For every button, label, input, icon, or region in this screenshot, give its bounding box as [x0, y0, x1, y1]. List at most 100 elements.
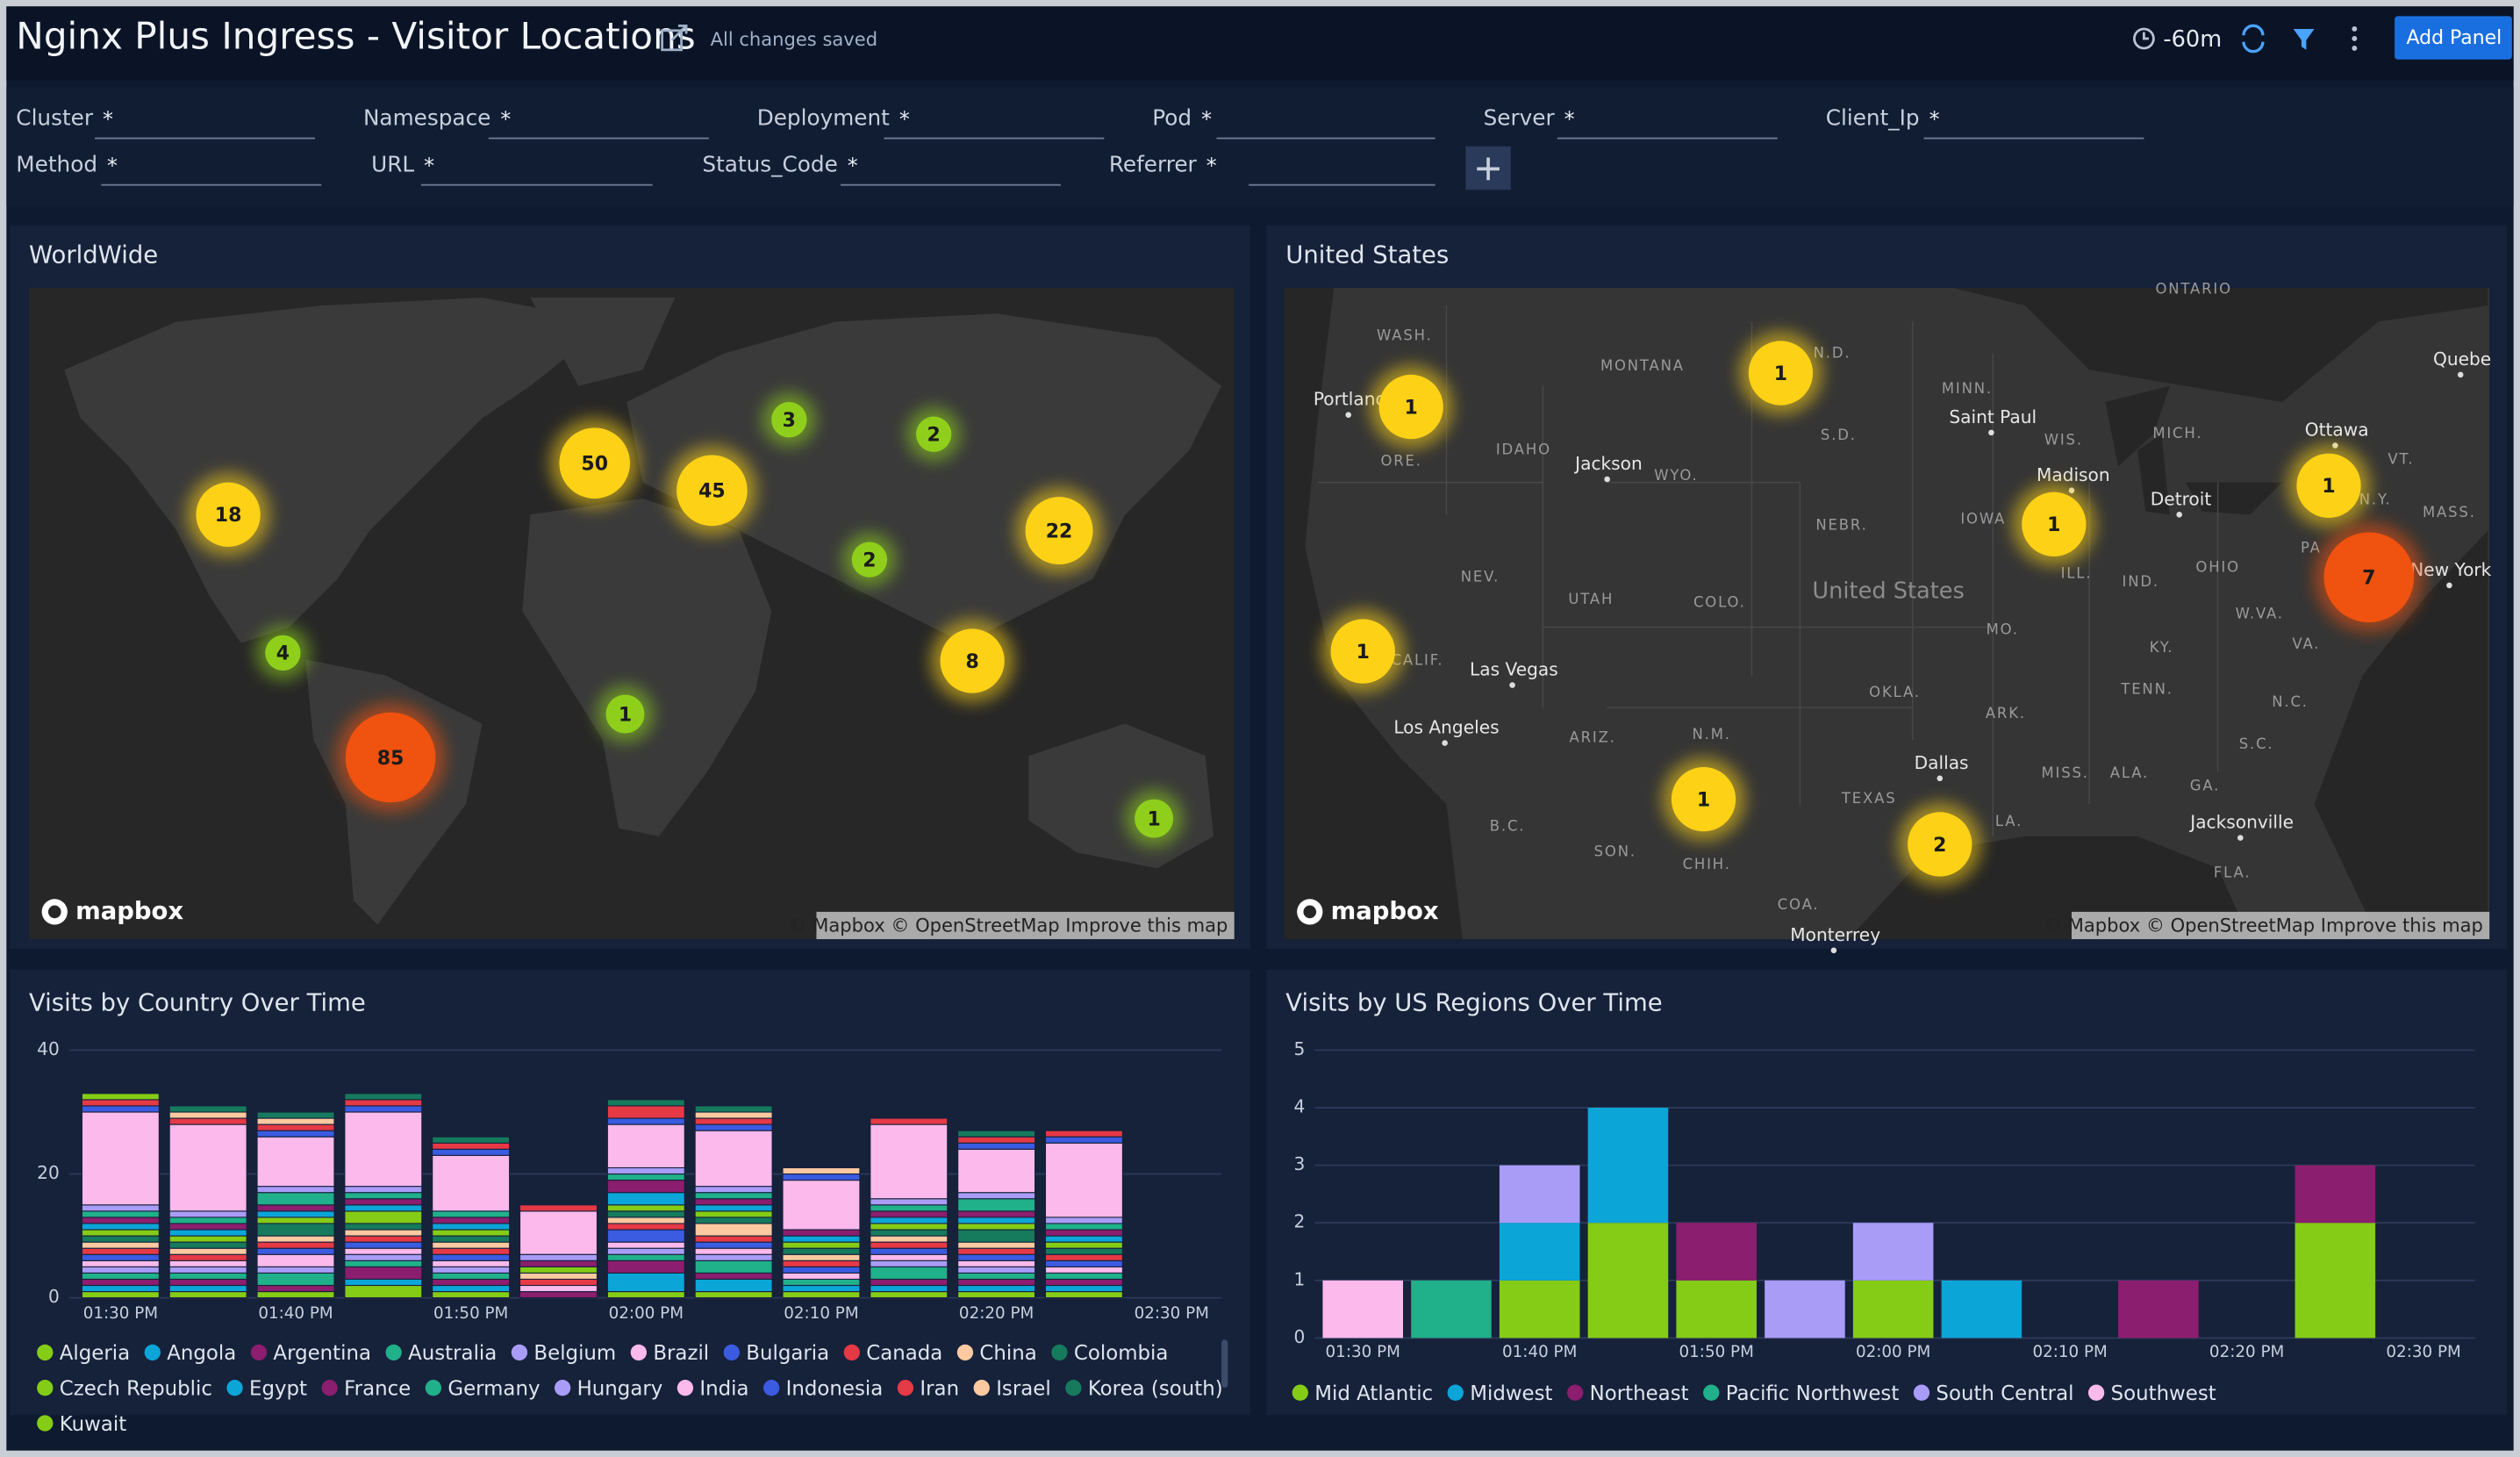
filter-value[interactable]: * — [848, 154, 858, 178]
bar-segment — [606, 1173, 685, 1181]
legend-label[interactable]: France — [344, 1378, 411, 1401]
filter-value[interactable]: * — [1206, 154, 1217, 178]
legend-label[interactable]: Belgium — [533, 1342, 616, 1365]
legend-swatch[interactable] — [37, 1415, 54, 1432]
legend-label[interactable]: Czech Republic — [60, 1378, 212, 1401]
legend-label[interactable]: Angola — [167, 1342, 236, 1365]
cluster[interactable] — [2022, 492, 2087, 556]
legend-label[interactable]: Algeria — [60, 1342, 130, 1365]
legend-swatch[interactable] — [144, 1344, 161, 1361]
legend-label[interactable]: Midwest — [1470, 1382, 1552, 1405]
legend-swatch[interactable] — [1703, 1384, 1720, 1401]
legend-label[interactable]: Northeast — [1590, 1382, 1689, 1405]
filter-value[interactable]: * — [899, 107, 910, 132]
legend-swatch[interactable] — [630, 1344, 648, 1361]
legend-label[interactable]: Southwest — [2111, 1382, 2216, 1405]
cluster[interactable] — [1330, 619, 1395, 684]
legend-swatch[interactable] — [1447, 1384, 1464, 1401]
cluster[interactable] — [1671, 766, 1736, 832]
cluster[interactable] — [605, 694, 645, 734]
filter-value[interactable]: * — [1929, 107, 1940, 132]
cluster[interactable] — [265, 635, 301, 671]
legend-label[interactable]: China — [979, 1342, 1036, 1365]
clock-icon[interactable] — [2133, 27, 2155, 50]
legend-swatch[interactable] — [956, 1344, 974, 1361]
legend-label[interactable]: Egypt — [249, 1378, 307, 1401]
cluster[interactable] — [916, 416, 952, 452]
cluster[interactable] — [1025, 497, 1093, 565]
legend-swatch[interactable] — [1567, 1384, 1584, 1401]
scrollbar[interactable] — [1221, 1339, 1228, 1389]
legend-label[interactable]: Indonesia — [786, 1378, 884, 1401]
legend-swatch[interactable] — [425, 1380, 442, 1396]
legend-swatch[interactable] — [2087, 1384, 2105, 1401]
legend-label[interactable]: Bulgaria — [746, 1342, 829, 1365]
legend-swatch[interactable] — [973, 1380, 990, 1396]
legend-swatch[interactable] — [250, 1344, 268, 1361]
plus-icon[interactable] — [1477, 157, 1500, 181]
attribution[interactable]: © Mapbox © OpenStreetMap Improve this ma… — [788, 914, 1228, 936]
cluster[interactable] — [940, 628, 1005, 693]
cluster[interactable] — [851, 542, 888, 578]
legend-label[interactable]: Brazil — [653, 1342, 709, 1365]
cluster[interactable] — [196, 482, 261, 547]
cluster[interactable] — [1135, 799, 1174, 838]
legend-swatch[interactable] — [37, 1380, 54, 1396]
legend-swatch[interactable] — [1292, 1384, 1308, 1401]
legend-swatch[interactable] — [37, 1344, 54, 1361]
filter-value[interactable]: * — [424, 154, 434, 178]
refresh-icon[interactable] — [2242, 24, 2265, 54]
add-panel-button[interactable] — [2395, 16, 2512, 60]
legend-swatch[interactable] — [554, 1380, 571, 1396]
legend-swatch[interactable] — [226, 1380, 243, 1396]
legend-label[interactable]: India — [699, 1378, 748, 1401]
cluster[interactable] — [771, 402, 807, 438]
filter-value[interactable]: * — [1201, 107, 1212, 132]
legend-label[interactable]: Mid Atlantic — [1314, 1382, 1433, 1405]
cluster[interactable] — [1748, 341, 1814, 406]
legend-label[interactable]: Germany — [447, 1378, 540, 1401]
legend-label[interactable]: Hungary — [577, 1378, 663, 1401]
legend-swatch[interactable] — [385, 1344, 402, 1361]
legend-swatch[interactable] — [511, 1344, 528, 1361]
more-icon[interactable] — [2352, 26, 2358, 51]
cluster[interactable] — [345, 712, 436, 803]
legend-label[interactable]: Korea (south) — [1088, 1378, 1223, 1401]
legend-swatch[interactable] — [843, 1344, 860, 1361]
cluster[interactable] — [2323, 532, 2415, 623]
legend-label[interactable]: Australia — [408, 1342, 497, 1365]
add-panel-label[interactable]: Add Panel — [2407, 27, 2502, 49]
legend-label[interactable]: Pacific Northwest — [1726, 1382, 1900, 1405]
share-icon[interactable] — [661, 24, 688, 52]
filter-value[interactable]: * — [107, 154, 118, 178]
cluster[interactable] — [1908, 812, 1972, 877]
map-label: B.C. — [1490, 817, 1526, 834]
legend-swatch[interactable] — [723, 1344, 740, 1361]
legend-label[interactable]: Kuwait — [60, 1413, 126, 1436]
cluster[interactable] — [559, 427, 630, 499]
attribution[interactable]: © Mapbox © OpenStreetMap Improve this ma… — [2044, 914, 2483, 936]
x-tick-label: 01:30 PM — [1326, 1343, 1400, 1361]
filter-value[interactable]: * — [1564, 107, 1575, 132]
legend-label[interactable]: Argentina — [273, 1342, 371, 1365]
legend-swatch[interactable] — [1913, 1384, 1930, 1401]
time-range[interactable]: -60m — [2163, 26, 2222, 53]
legend-swatch[interactable] — [677, 1380, 694, 1396]
legend-label[interactable]: South Central — [1936, 1382, 2073, 1405]
legend-swatch[interactable] — [321, 1380, 338, 1396]
filter-icon[interactable] — [2293, 28, 2315, 50]
legend-label[interactable]: Canada — [866, 1342, 942, 1365]
legend-label[interactable]: Israel — [996, 1378, 1051, 1401]
cluster[interactable] — [1378, 374, 1443, 440]
legend-swatch[interactable] — [763, 1380, 780, 1396]
filter-value[interactable]: * — [500, 107, 511, 132]
cluster[interactable] — [677, 455, 748, 527]
legend-label[interactable]: Colombia — [1074, 1342, 1168, 1365]
legend-swatch[interactable] — [1065, 1380, 1082, 1396]
legend-label[interactable]: Iran — [920, 1378, 959, 1401]
legend-swatch[interactable] — [897, 1380, 914, 1396]
cluster[interactable] — [2296, 453, 2361, 518]
bar-segment — [606, 1229, 685, 1243]
legend-swatch[interactable] — [1051, 1344, 1068, 1361]
filter-value[interactable]: * — [103, 107, 113, 132]
